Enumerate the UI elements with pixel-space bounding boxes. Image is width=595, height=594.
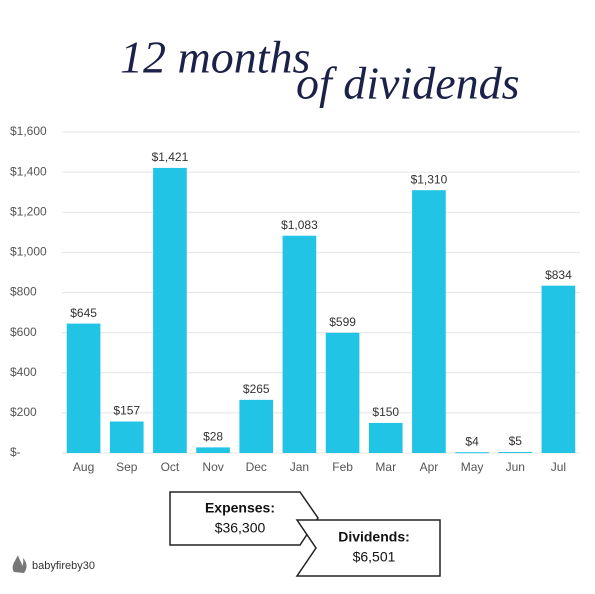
value-label: $5 <box>509 434 523 448</box>
bar <box>368 422 403 453</box>
annotation-text: $6,501 <box>353 549 396 565</box>
value-label: $150 <box>372 405 399 419</box>
value-label: $28 <box>203 430 223 444</box>
value-label: $1,083 <box>281 218 318 232</box>
bar <box>282 235 317 453</box>
x-tick-label: Sep <box>116 460 138 474</box>
bar <box>541 285 576 453</box>
value-label: $834 <box>545 268 572 282</box>
y-tick-label: $1,600 <box>10 124 47 138</box>
bar <box>153 167 187 454</box>
x-tick-label: Aug <box>73 460 94 474</box>
bar <box>412 190 446 453</box>
bar <box>109 421 144 453</box>
y-tick-label: $- <box>10 445 21 459</box>
x-tick-label: Feb <box>332 460 353 474</box>
value-label: $645 <box>70 306 97 320</box>
value-label: $1,310 <box>411 172 448 186</box>
credit: babyfireby30 <box>32 560 95 572</box>
x-tick-label: Mar <box>375 460 396 474</box>
bar <box>196 447 230 453</box>
value-label: $157 <box>113 404 140 418</box>
x-tick-label: May <box>461 460 484 474</box>
chart-title: 12 months <box>120 32 310 83</box>
y-tick-label: $800 <box>10 285 37 299</box>
logo <box>12 555 27 573</box>
x-tick-label: Jun <box>506 460 525 474</box>
value-label: $599 <box>329 315 356 329</box>
value-label: $1,421 <box>152 150 189 164</box>
bar <box>498 451 533 453</box>
bar <box>239 399 274 453</box>
value-label: $265 <box>243 382 270 396</box>
x-tick-label: Oct <box>161 460 180 474</box>
y-tick-label: $600 <box>10 325 37 339</box>
x-tick-label: Jul <box>551 460 566 474</box>
x-tick-label: Dec <box>246 460 267 474</box>
bar <box>66 323 101 453</box>
x-tick-label: Nov <box>202 460 223 474</box>
x-tick-label: Apr <box>420 460 439 474</box>
chart-title: of dividends <box>296 58 520 109</box>
y-tick-label: $1,000 <box>10 245 47 259</box>
x-tick-label: Jan <box>290 460 309 474</box>
bar <box>455 452 489 454</box>
y-tick-label: $200 <box>10 405 37 419</box>
y-tick-label: $1,200 <box>10 204 47 218</box>
annotation-box <box>295 519 441 577</box>
annotation-title: Dividends: <box>338 529 410 545</box>
annotation-title: Expenses: <box>205 500 275 516</box>
bar <box>325 332 360 453</box>
y-tick-label: $400 <box>10 365 37 379</box>
annotation-text: $36,300 <box>215 520 266 536</box>
value-label: $4 <box>465 434 479 448</box>
y-tick-label: $1,400 <box>10 164 47 178</box>
